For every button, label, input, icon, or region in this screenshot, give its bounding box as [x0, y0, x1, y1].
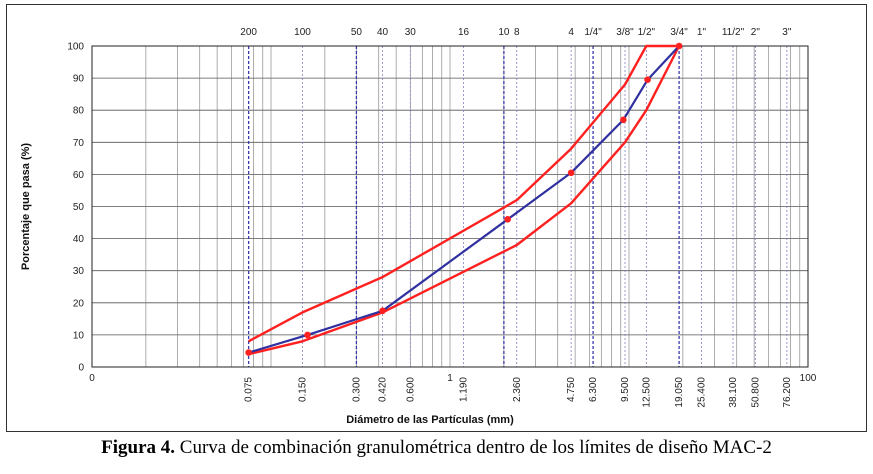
sieve-number-label: 100 — [294, 27, 311, 38]
sieve-number-label: 11/2" — [722, 27, 745, 38]
y-tick-label: 60 — [73, 170, 85, 181]
sieve-mm-label: 25.400 — [696, 377, 707, 408]
y-tick-label: 0 — [78, 363, 84, 374]
y-tick-label: 50 — [73, 202, 85, 213]
sieve-mm-label: 0.420 — [378, 377, 389, 402]
lower-limit-line — [248, 45, 681, 356]
sieve-number-label: 3/4" — [670, 27, 688, 38]
figure-caption-text: Curva de combinación granulométrica dent… — [175, 437, 772, 458]
sieve-number-label: 8 — [514, 27, 520, 38]
chart-frame: 0 10 20 30 40 50 60 70 80 90 100 200 0.075 100 0.150 50… — [6, 4, 867, 432]
sieve-mm-label: 6.300 — [588, 377, 599, 402]
gradation-point — [245, 349, 252, 356]
x-axis-title: Diámetro de las Partículas (mm) — [346, 414, 514, 426]
sieve-number-label: 16 — [458, 27, 470, 38]
y-tick-label: 100 — [67, 42, 84, 53]
sieve-number-label: 30 — [405, 27, 417, 38]
sieve-number-label: 40 — [377, 27, 389, 38]
gradation-point — [620, 116, 627, 124]
sieve-number-label: 3" — [782, 27, 792, 38]
sieve-mm-label: 2.360 — [512, 377, 523, 402]
y-tick-label: 30 — [73, 266, 85, 277]
sieve-number-label: 3/8" — [616, 27, 634, 38]
gradation-point — [567, 169, 575, 177]
y-tick-label: 90 — [73, 74, 85, 85]
series-layer — [245, 42, 683, 356]
sieve-number-label: 10 — [498, 27, 510, 38]
sieve-mm-label: 1.190 — [459, 377, 470, 402]
sieve-mm-label: 76.200 — [782, 377, 793, 408]
y-tick-label: 80 — [73, 106, 85, 117]
sieve-number-label: 200 — [240, 27, 257, 38]
x-tick-label: 100 — [800, 373, 817, 384]
sieve-number-label: 2" — [751, 27, 761, 38]
y-tick-label: 20 — [73, 298, 85, 309]
gradation-point — [644, 76, 651, 84]
sieve-number-label: 50 — [351, 27, 363, 38]
label-layer: 01020304050607080901002000.0751000.15050… — [67, 27, 816, 408]
sieve-mm-label: 9.500 — [620, 377, 631, 402]
y-tick-label: 70 — [73, 138, 85, 149]
upper-limit-line — [248, 44, 680, 343]
x-tick-label: 0 — [89, 373, 95, 384]
gradation-chart: 01020304050607080901002000.0751000.15050… — [20, 27, 817, 426]
figure-caption-label: Figura 4. — [101, 437, 176, 458]
y-axis-title: Porcentaje que pasa (%) — [20, 143, 32, 270]
y-tick-label: 10 — [73, 330, 85, 341]
gradation-point — [504, 216, 511, 223]
gradation-point — [304, 331, 311, 339]
grid-layer — [91, 45, 809, 368]
y-tick-label: 40 — [73, 234, 85, 245]
sieve-number-label: 1/2" — [638, 27, 656, 38]
gradation-point — [675, 42, 683, 50]
gradation-point — [379, 307, 386, 315]
figure-caption: Figura 4. Curva de combinación granulomé… — [0, 437, 873, 459]
x-tick-label: 1 — [447, 373, 453, 384]
sieve-mm-label: 0.150 — [298, 377, 309, 402]
gradation-line — [248, 45, 680, 354]
sieve-mm-label: 12.500 — [641, 377, 652, 408]
sieve-number-label: 1/4" — [584, 27, 602, 38]
sieve-number-label: 4 — [568, 27, 574, 38]
sieve-number-label: 1" — [697, 27, 707, 38]
sieve-mm-label: 38.100 — [728, 377, 739, 408]
sieve-mm-label: 50.800 — [750, 377, 761, 408]
sieve-mm-label: 0.300 — [351, 377, 362, 402]
sieve-mm-label: 19.050 — [674, 377, 685, 408]
sieve-mm-label: 0.075 — [244, 377, 255, 402]
sieve-mm-label: 0.600 — [405, 377, 416, 402]
sieve-mm-label: 4.750 — [566, 377, 577, 402]
plot-border — [91, 45, 809, 368]
